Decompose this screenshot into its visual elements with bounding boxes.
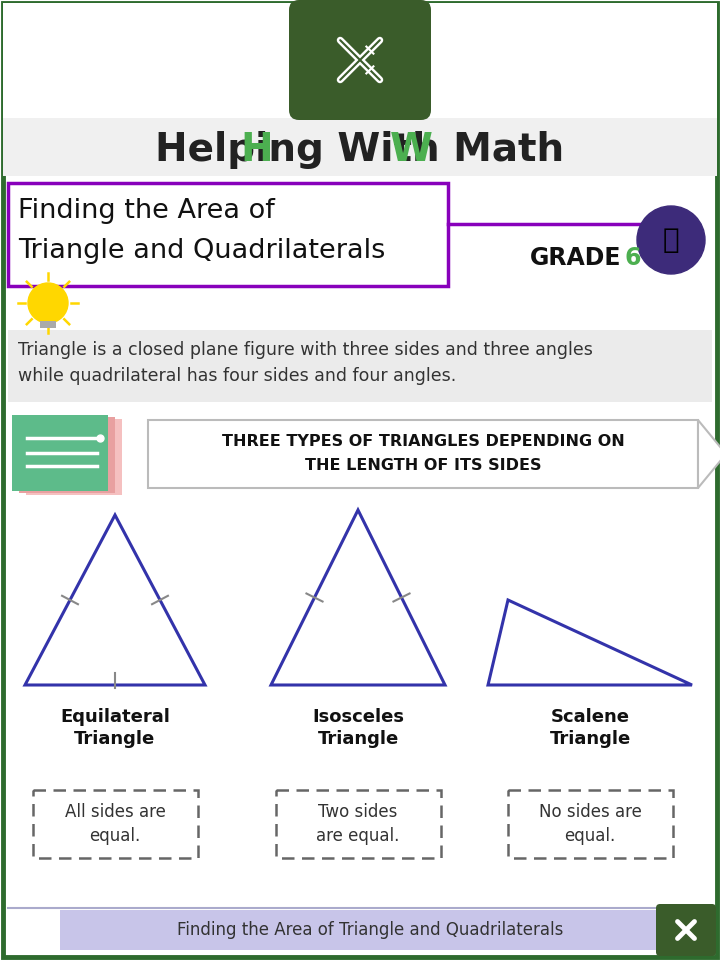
Text: Two sides
are equal.: Two sides are equal. <box>316 804 400 845</box>
Text: GRADE: GRADE <box>530 246 621 270</box>
FancyBboxPatch shape <box>3 118 717 176</box>
FancyBboxPatch shape <box>32 790 197 858</box>
FancyBboxPatch shape <box>12 415 108 491</box>
FancyBboxPatch shape <box>8 183 448 286</box>
Text: while quadrilateral has four sides and four angles.: while quadrilateral has four sides and f… <box>18 367 456 385</box>
FancyBboxPatch shape <box>8 330 712 402</box>
FancyBboxPatch shape <box>148 420 698 488</box>
Text: Finding the Area of Triangle and Quadrilaterals: Finding the Area of Triangle and Quadril… <box>177 921 563 939</box>
Text: W: W <box>390 131 433 169</box>
Text: H: H <box>240 131 273 169</box>
FancyBboxPatch shape <box>19 417 115 493</box>
FancyBboxPatch shape <box>656 904 716 956</box>
FancyBboxPatch shape <box>26 419 122 495</box>
Text: Isosceles
Triangle: Isosceles Triangle <box>312 708 404 748</box>
FancyBboxPatch shape <box>40 321 56 328</box>
Text: Triangle and Quadrilaterals: Triangle and Quadrilaterals <box>18 238 385 264</box>
Polygon shape <box>698 420 720 488</box>
Text: 6: 6 <box>624 246 641 270</box>
FancyBboxPatch shape <box>60 910 658 950</box>
Text: No sides are
equal.: No sides are equal. <box>539 804 642 845</box>
Text: Triangle is a closed plane figure with three sides and three angles: Triangle is a closed plane figure with t… <box>18 341 593 359</box>
Text: Scalene
Triangle: Scalene Triangle <box>549 708 631 748</box>
FancyBboxPatch shape <box>289 0 431 120</box>
Text: All sides are
equal.: All sides are equal. <box>65 804 166 845</box>
Text: THREE TYPES OF TRIANGLES DEPENDING ON: THREE TYPES OF TRIANGLES DEPENDING ON <box>222 435 624 449</box>
FancyBboxPatch shape <box>276 790 441 858</box>
Text: Finding the Area of: Finding the Area of <box>18 198 275 224</box>
FancyBboxPatch shape <box>508 790 672 858</box>
Circle shape <box>637 206 705 274</box>
Text: Equilateral
Triangle: Equilateral Triangle <box>60 708 170 748</box>
Circle shape <box>28 283 68 323</box>
Text: Helping With Math: Helping With Math <box>156 131 564 169</box>
Text: THE LENGTH OF ITS SIDES: THE LENGTH OF ITS SIDES <box>305 459 541 473</box>
Text: 📈: 📈 <box>662 226 679 254</box>
FancyBboxPatch shape <box>3 3 717 957</box>
FancyBboxPatch shape <box>3 3 717 123</box>
